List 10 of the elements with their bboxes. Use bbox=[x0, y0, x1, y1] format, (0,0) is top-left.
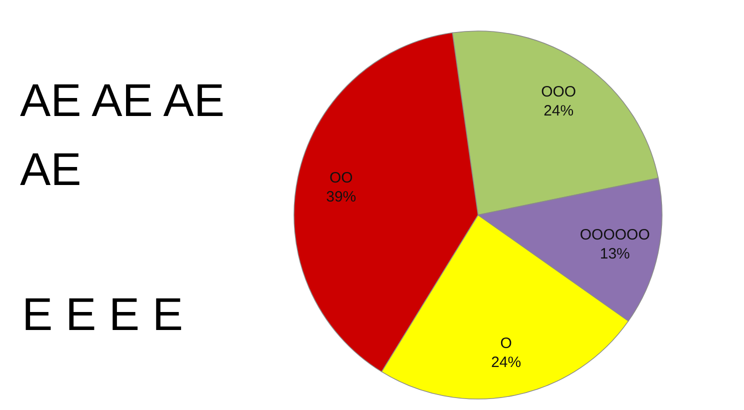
slice-label: OOOOOO bbox=[580, 226, 650, 244]
data-label: 24% bbox=[544, 102, 574, 120]
slice-label: O bbox=[500, 334, 512, 352]
data-label: 13% bbox=[600, 246, 630, 263]
data-label: 39% bbox=[326, 188, 356, 206]
text: AE AE AE AE bbox=[20, 74, 225, 195]
slice-label: OOO bbox=[541, 84, 576, 101]
data-label: 24% bbox=[491, 354, 522, 371]
text: E E E E bbox=[22, 288, 184, 340]
slice-label: OO bbox=[329, 169, 353, 186]
